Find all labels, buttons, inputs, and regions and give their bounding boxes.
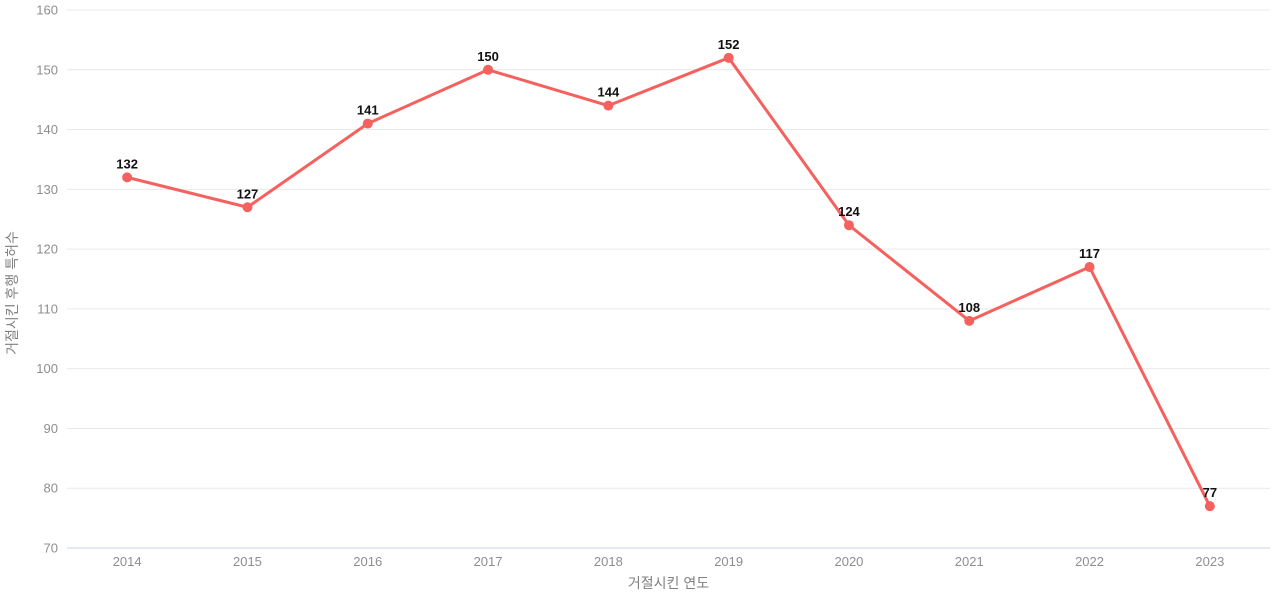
data-point-label: 117 — [1079, 246, 1100, 261]
x-tick-label: 2019 — [714, 554, 743, 569]
y-axis-title: 거절시킨 후행 특허수 — [4, 231, 20, 355]
data-point — [122, 172, 133, 183]
data-point-label: 132 — [116, 156, 138, 171]
y-tick-label: 100 — [36, 361, 58, 376]
y-tick-label: 70 — [44, 541, 58, 556]
y-tick-label: 140 — [36, 122, 58, 137]
y-tick-label: 80 — [44, 481, 58, 496]
data-point — [843, 220, 854, 231]
data-point-label: 150 — [477, 49, 499, 64]
x-tick-label: 2021 — [955, 554, 984, 569]
data-point — [964, 315, 975, 326]
y-tick-label: 90 — [44, 421, 58, 436]
data-point — [362, 118, 373, 129]
data-point-label: 77 — [1203, 485, 1217, 500]
data-point — [483, 64, 494, 75]
x-tick-label: 2015 — [233, 554, 262, 569]
data-point — [242, 202, 253, 213]
data-point-label: 144 — [597, 85, 619, 100]
y-tick-label: 110 — [37, 301, 58, 316]
y-tick-label: 160 — [36, 3, 58, 18]
data-point-label: 108 — [958, 300, 980, 315]
data-point-label: 152 — [718, 37, 740, 52]
data-point — [603, 100, 614, 111]
y-tick-label: 150 — [36, 62, 58, 77]
x-tick-label: 2022 — [1075, 554, 1104, 569]
x-tick-label: 2018 — [594, 554, 623, 569]
data-point — [1204, 501, 1215, 512]
data-point-label: 124 — [838, 204, 860, 219]
x-tick-label: 2017 — [474, 554, 503, 569]
x-tick-label: 2014 — [113, 554, 142, 569]
data-point-label: 141 — [357, 103, 379, 118]
y-tick-label: 130 — [36, 182, 58, 197]
y-tick-label: 120 — [36, 242, 58, 257]
x-tick-label: 2020 — [834, 554, 863, 569]
data-point — [1084, 262, 1095, 273]
x-tick-label: 2016 — [353, 554, 382, 569]
x-tick-label: 2023 — [1195, 554, 1224, 569]
series-line — [125, 56, 1212, 508]
x-axis-title: 거절시킨 연도 — [627, 575, 710, 591]
data-point-label: 127 — [237, 186, 259, 201]
data-point — [723, 52, 734, 63]
